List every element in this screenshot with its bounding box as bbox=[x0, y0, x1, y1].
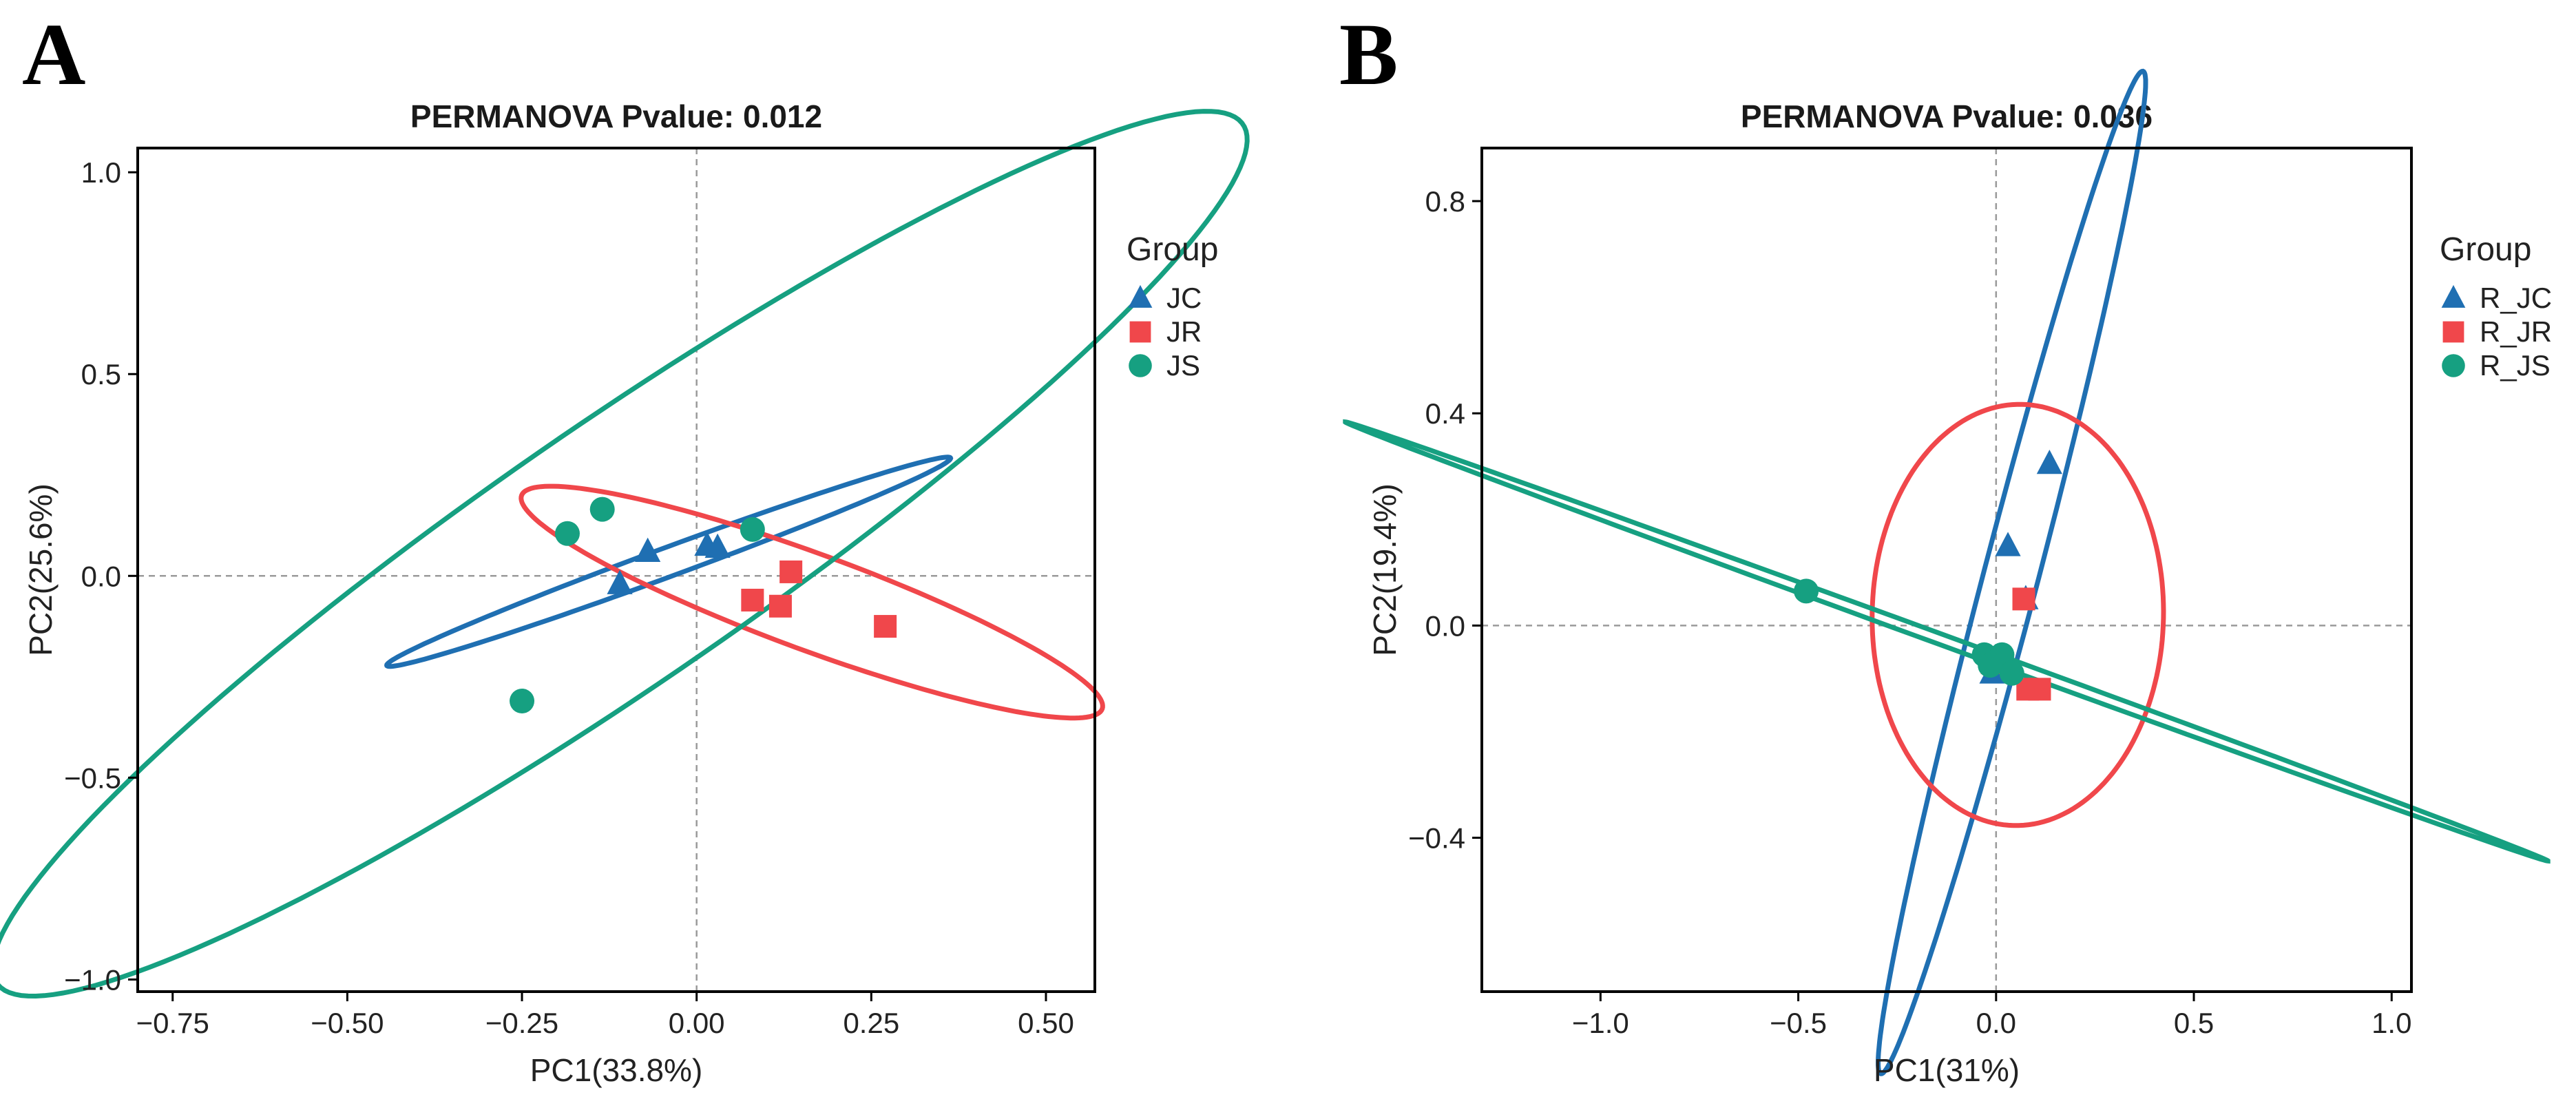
x-tick-label: 0.50 bbox=[1018, 1007, 1074, 1039]
legend-item-r-jr: R_JR bbox=[2442, 315, 2552, 348]
y-tick-label: −0.5 bbox=[64, 762, 121, 794]
legend-label: R_JS bbox=[2480, 349, 2551, 381]
x-tick-label: 0.5 bbox=[2174, 1007, 2214, 1039]
legend-marker-r-jr bbox=[2442, 321, 2464, 343]
x-tick-label: 0.25 bbox=[843, 1007, 899, 1039]
data-point-jr-4 bbox=[874, 615, 897, 638]
confidence-ellipse-r-js bbox=[1343, 419, 2551, 864]
y-tick-label: 0.0 bbox=[1425, 609, 1465, 642]
plot-frame bbox=[136, 147, 1096, 993]
legend-marker-js bbox=[1129, 354, 1152, 377]
data-point-jr-3 bbox=[779, 560, 803, 583]
x-tick-label: 0.0 bbox=[1976, 1007, 2016, 1039]
data-point-js-1 bbox=[554, 521, 580, 546]
chart-title: PERMANOVA Pvalue: 0.036 bbox=[1741, 98, 2153, 134]
data-point-r-js-4 bbox=[1999, 660, 2024, 686]
chart-title: PERMANOVA Pvalue: 0.012 bbox=[410, 98, 822, 134]
data-point-jc-1 bbox=[607, 569, 633, 594]
x-tick-label: 0.00 bbox=[669, 1007, 725, 1039]
chart-a: PERMANOVA Pvalue: 0.012 −0.75 −0.50 −0.25 0.… bbox=[0, 98, 1250, 1088]
legend-item-jc: JC bbox=[1128, 282, 1202, 314]
y-tick-label: 0.5 bbox=[81, 358, 121, 390]
data-point-r-jc-1 bbox=[2036, 449, 2062, 474]
panel-letter-a: A bbox=[22, 6, 85, 103]
x-tick-label: −1.0 bbox=[1572, 1007, 1629, 1039]
data-point-r-js-1 bbox=[1794, 578, 1819, 604]
y-tick-label: −1.0 bbox=[64, 963, 121, 996]
legend-title: Group bbox=[1127, 231, 1218, 268]
data-point-js-4 bbox=[510, 688, 535, 713]
confidence-ellipse-r-jr bbox=[1870, 401, 2166, 828]
legend-item-jr: JR bbox=[1129, 315, 1202, 348]
legend: Group R_JCR_JRR_JS bbox=[2440, 231, 2552, 381]
legend-marker-jc bbox=[1128, 284, 1153, 308]
y-tick-label: 0.8 bbox=[1425, 185, 1465, 218]
legend-item-r-js: R_JS bbox=[2442, 349, 2551, 381]
confidence-ellipse-jc bbox=[384, 454, 954, 669]
legend-title: Group bbox=[2440, 231, 2531, 268]
y-tick-label: 0.4 bbox=[1425, 397, 1465, 430]
y-tick-label: −0.4 bbox=[1408, 822, 1465, 855]
confidence-ellipse-js bbox=[0, 109, 1250, 999]
x-axis-label: PC1(31%) bbox=[1874, 1052, 2020, 1088]
data-point-r-jr-1 bbox=[2012, 587, 2035, 611]
data-point-r-jr-3 bbox=[2028, 678, 2051, 701]
y-tick-label: 1.0 bbox=[81, 156, 121, 189]
panel-letter-b: B bbox=[1339, 6, 1398, 103]
y-tick-label: 0.0 bbox=[81, 560, 121, 592]
data-point-js-2 bbox=[589, 496, 615, 522]
y-axis-label: PC2(25.6%) bbox=[23, 483, 59, 656]
data-point-r-js-5 bbox=[1978, 653, 2003, 678]
chart-b: PERMANOVA Pvalue: 0.036 −1.0 −0.5 0.0 0.5 1.0… bbox=[1343, 68, 2552, 1088]
x-tick-label: 1.0 bbox=[2371, 1007, 2411, 1039]
x-axis-label: PC1(33.8%) bbox=[530, 1052, 703, 1088]
x-tick-label: −0.25 bbox=[485, 1007, 558, 1039]
x-tick-label: −0.50 bbox=[311, 1007, 384, 1039]
legend-marker-r-jc bbox=[2441, 284, 2466, 308]
data-point-jr-1 bbox=[741, 588, 764, 612]
legend-item-r-jc: R_JC bbox=[2441, 282, 2552, 314]
data-point-js-3 bbox=[740, 516, 765, 542]
data-point-r-jc-2 bbox=[1995, 532, 2021, 556]
legend-label: JC bbox=[1166, 282, 1202, 314]
data-point-jr-2 bbox=[768, 594, 792, 618]
legend-marker-r-js bbox=[2442, 354, 2465, 377]
y-axis-label: PC2(19.4%) bbox=[1367, 483, 1403, 656]
plot-frame bbox=[1480, 147, 2413, 993]
legend-label: JS bbox=[1166, 349, 1200, 381]
legend-label: R_JC bbox=[2480, 282, 2552, 314]
data-point-jc-2 bbox=[635, 537, 661, 562]
legend-marker-jr bbox=[1129, 321, 1151, 343]
x-tick-label: −0.75 bbox=[136, 1007, 209, 1039]
legend-item-js: JS bbox=[1129, 349, 1200, 381]
legend-label: R_JR bbox=[2480, 315, 2552, 348]
x-tick-label: −0.5 bbox=[1770, 1007, 1827, 1039]
data-point-jc-4 bbox=[704, 533, 731, 558]
legend-label: JR bbox=[1166, 315, 1202, 348]
